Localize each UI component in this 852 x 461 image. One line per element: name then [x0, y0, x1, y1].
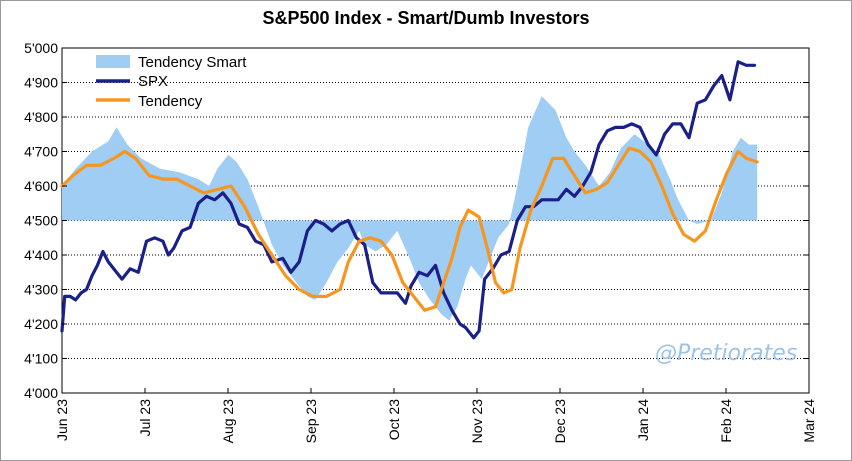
x-tick-label: Mar 24: [801, 399, 817, 443]
y-tick-label: 4'800: [24, 109, 58, 125]
legend-label-spx: SPX: [138, 73, 168, 90]
x-axis-ticks: Jun 23 Jul 23 Aug 23 Sep 23 Oct 23 Nov 23 Dec …: [54, 388, 817, 443]
chart-title: S&P500 Index - Smart/Dumb Investors: [262, 8, 590, 28]
x-tick-label: Nov 23: [469, 399, 485, 444]
x-tick-label: Dec 23: [552, 399, 568, 444]
legend-label-tendency-smart: Tendency Smart: [138, 54, 247, 71]
legend-swatch-tendency-smart: [96, 55, 130, 68]
tendency-smart-series: [62, 96, 758, 321]
x-tick-label: Oct 23: [386, 399, 402, 440]
tendency-smart-area: [62, 96, 758, 321]
tendency-series: [60, 146, 759, 312]
x-tick-label: Jan 24: [635, 399, 651, 441]
y-tick-label: 4'000: [24, 385, 58, 401]
y-tick-label: 4'500: [24, 213, 58, 229]
legend: Tendency Smart SPX Tendency: [96, 54, 247, 110]
y-tick-label: 4'200: [24, 316, 58, 332]
y-axis-ticks: 4'000 4'100 4'200 4'300 4'400 4'500 4'600 4'700…: [24, 40, 809, 401]
y-tick-label: 4'300: [24, 282, 58, 298]
watermark: @Pretiorates: [655, 341, 797, 366]
y-tick-label: 4'900: [24, 75, 58, 91]
y-tick-label: 5'000: [24, 40, 58, 56]
y-tick-label: 4'600: [24, 178, 58, 194]
x-tick-label: Sep 23: [303, 399, 319, 444]
x-tick-label: Aug 23: [220, 399, 236, 444]
tendency-line: [60, 146, 759, 312]
x-tick-label: Jul 23: [137, 399, 153, 437]
spx-line: [60, 60, 757, 340]
legend-label-tendency: Tendency: [138, 93, 203, 110]
y-tick-label: 4'400: [24, 247, 58, 263]
x-tick-label: Jun 23: [54, 399, 70, 441]
spx-series: [60, 60, 757, 340]
y-tick-label: 4'700: [24, 144, 58, 160]
x-tick-label: Feb 24: [718, 399, 734, 443]
y-tick-label: 4'100: [24, 351, 58, 367]
